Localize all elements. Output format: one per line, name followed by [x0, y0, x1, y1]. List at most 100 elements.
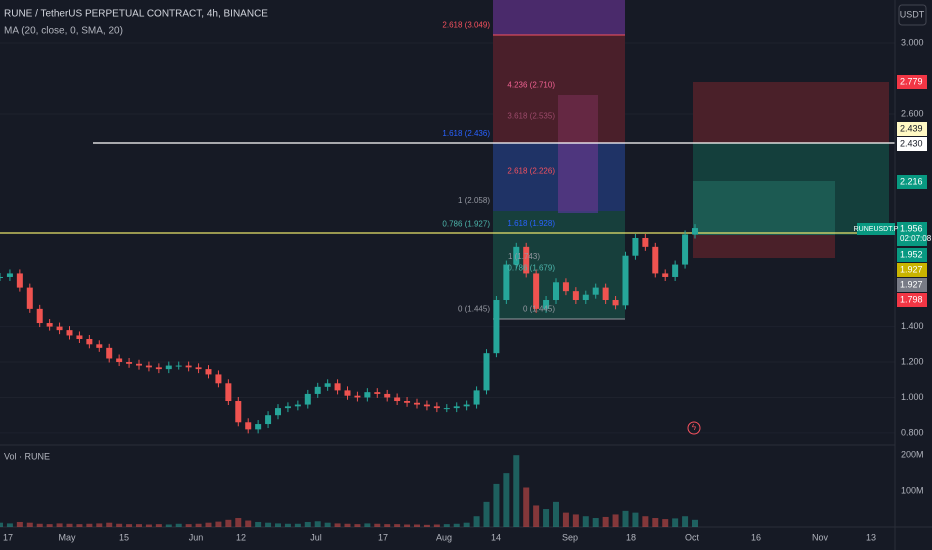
price-label-text: 1.956 — [900, 223, 923, 233]
volume-bar — [682, 516, 689, 527]
x-tick-label: 12 — [236, 532, 246, 542]
candle — [255, 424, 262, 430]
price-label-text: 1.927 — [900, 279, 923, 289]
volume-bar — [662, 519, 669, 527]
price-label — [897, 75, 927, 89]
candle — [433, 406, 440, 409]
price-label — [897, 222, 927, 246]
volume-bar — [314, 521, 321, 527]
price-label — [897, 175, 927, 189]
currency[interactable]: USDT — [900, 9, 925, 19]
candle — [96, 344, 103, 348]
candle — [86, 338, 93, 345]
fib-label: 2.618 (3.049) — [442, 20, 490, 29]
volume-bar — [602, 516, 609, 527]
candle — [662, 273, 669, 277]
volume-bar — [334, 523, 341, 527]
x-tick-label: Jun — [189, 532, 204, 542]
event-icon[interactable]: ϟ — [692, 423, 697, 432]
candle — [582, 294, 589, 301]
x-tick-label: 18 — [626, 532, 636, 542]
candle — [443, 408, 450, 410]
volume-bar — [404, 524, 411, 527]
volume-bar — [185, 524, 192, 527]
candle — [523, 246, 530, 274]
volume-bar — [652, 518, 659, 527]
volume-bar — [562, 512, 569, 527]
volume-bar — [205, 522, 212, 527]
candle — [265, 415, 272, 425]
candle — [195, 367, 202, 370]
y-tick-label: 2.600 — [901, 108, 924, 118]
candle — [483, 353, 490, 391]
candle — [533, 273, 540, 309]
volume-bar — [632, 512, 639, 527]
candle — [334, 383, 341, 391]
volume-bar — [523, 487, 530, 527]
volume-bar — [543, 509, 550, 527]
price-label-text: 1.798 — [900, 294, 923, 304]
price-label — [897, 293, 927, 307]
target-zone — [693, 181, 835, 235]
volume-bar — [96, 523, 103, 527]
volume-bar — [26, 522, 33, 527]
candle — [592, 287, 599, 295]
volume-bar — [195, 523, 202, 527]
x-tick-label: May — [58, 532, 76, 542]
candle — [404, 401, 411, 403]
volume-bar — [255, 521, 262, 527]
volume-bar — [692, 519, 698, 527]
volume-bar — [394, 524, 401, 527]
volume-bar — [0, 522, 3, 527]
price-label-text: 2.430 — [900, 138, 923, 148]
volume-bar — [106, 522, 113, 527]
volume-bar — [165, 524, 172, 527]
candle — [56, 326, 63, 331]
volume-bar — [145, 524, 152, 527]
volume-bar — [225, 519, 232, 527]
fib-label: 1 (1.743) — [508, 252, 540, 261]
price-label — [897, 278, 927, 292]
event-icon[interactable] — [687, 421, 701, 435]
candle — [414, 402, 420, 405]
volume-tick-label: 200M — [901, 450, 924, 460]
y-tick-label: 3.000 — [901, 37, 924, 47]
volume-bar — [374, 523, 381, 527]
volume-bar — [513, 455, 520, 527]
candle — [235, 401, 242, 423]
candle — [672, 264, 679, 277]
x-tick-label: Nov — [812, 532, 829, 542]
candle — [106, 347, 113, 359]
x-tick-label: Jul — [310, 532, 322, 542]
volume-bar — [503, 473, 510, 527]
candle — [245, 422, 252, 430]
candle — [26, 287, 33, 309]
candle — [364, 392, 371, 398]
candle — [304, 393, 311, 405]
indicator-label: MA (20, close, 0, SMA, 20) — [4, 26, 123, 37]
candle — [503, 264, 510, 301]
volume-bar — [16, 521, 23, 527]
volume-bar — [592, 518, 599, 527]
volume-bar — [215, 521, 222, 527]
candle — [66, 330, 73, 336]
price-label — [897, 263, 927, 277]
candle — [275, 408, 281, 416]
currency-box[interactable] — [898, 4, 927, 26]
volume-bar — [473, 516, 480, 527]
candle — [682, 234, 689, 265]
candle — [572, 291, 579, 301]
fib-label: 4.236 (2.710) — [507, 81, 555, 90]
volume-bar — [136, 524, 142, 527]
volume-bar — [582, 516, 589, 527]
stop-zone — [693, 235, 835, 258]
volume-bar — [364, 523, 371, 527]
x-tick-label: Oct — [685, 532, 700, 542]
volume-bar — [56, 523, 63, 527]
x-tick-label: 17 — [3, 532, 13, 542]
candle — [215, 374, 222, 384]
candle — [294, 404, 301, 407]
candle — [324, 383, 331, 387]
volume-bar — [453, 523, 460, 527]
